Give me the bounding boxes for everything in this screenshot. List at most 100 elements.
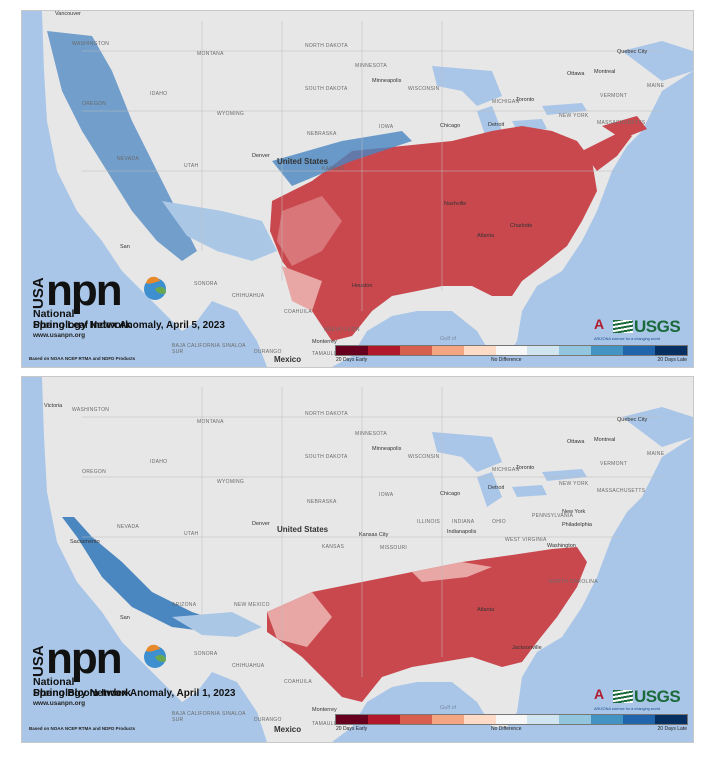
state-label: MICHIGAN — [492, 467, 520, 473]
logo-name-line-2: Phenology Network — [33, 319, 132, 332]
anomaly-legend: 20 Days Early No Difference 20 Days Late — [335, 345, 688, 367]
city-label: Chicago — [440, 491, 461, 497]
state-label: NEW YORK — [559, 481, 589, 487]
legend-swatch — [591, 715, 624, 724]
state-label: NEW MEXICO — [234, 602, 270, 608]
data-source-note: Based on NOAA NCEP RTMA and NDFD Product… — [29, 356, 136, 361]
legend-label-late: 20 Days Late — [657, 357, 687, 363]
legend-color-bar — [335, 714, 688, 725]
city-label: Toronto — [516, 97, 535, 103]
legend-label-early: 20 Days Early — [336, 357, 368, 363]
city-label: Quebec City — [617, 417, 648, 423]
state-label: IOWA — [379, 492, 394, 498]
logo-name-line-1: National — [33, 676, 75, 688]
arizona-tagline: ARIZONA science for a changing world — [594, 707, 660, 711]
arizona-logo-icon: A — [594, 316, 605, 332]
legend-labels: 20 Days Early No Difference 20 Days Late — [335, 725, 688, 734]
usgs-text: USGS — [634, 317, 681, 336]
state-label: NEVADA — [117, 156, 139, 162]
logo-name-line-2: Phenology Network — [33, 687, 132, 700]
state-label: IDAHO — [150, 459, 168, 465]
state-label: MONTANA — [197, 419, 224, 425]
legend-swatch — [495, 715, 528, 724]
legend-swatch — [399, 346, 432, 355]
city-label: Nashville — [444, 201, 467, 207]
city-label: Ottawa — [567, 439, 585, 445]
city-label: Victoria — [44, 403, 63, 409]
legend-swatch — [559, 346, 592, 355]
legend-swatch — [527, 715, 560, 724]
state-label: SINALOA — [222, 711, 246, 717]
city-label: Monterrey — [312, 339, 337, 345]
npn-leaf-icon — [144, 276, 166, 300]
legend-swatch — [623, 346, 656, 355]
state-label: WISCONSIN — [408, 86, 440, 92]
state-label: NORTH DAKOTA — [305, 43, 348, 49]
state-label: MASSACHUSETTS — [597, 120, 646, 126]
city-label: Philadelphia — [562, 522, 592, 528]
state-label: INDIANA — [452, 519, 475, 525]
state-label: OREGON — [82, 469, 107, 475]
country-label-us: United States — [277, 157, 329, 166]
city-label: San — [120, 244, 130, 250]
state-label: BAJA CALIFORNIA SUR — [172, 343, 220, 355]
state-label: MISSOURI — [380, 545, 408, 551]
state-label: WYOMING — [217, 479, 245, 485]
state-label: WASHINGTON — [72, 41, 110, 47]
city-label: Ottawa — [567, 71, 585, 77]
logo-network-name: National Phenology Network — [33, 676, 132, 700]
country-label-mx: Mexico — [274, 725, 302, 734]
city-label: Atlanta — [477, 607, 495, 613]
legend-swatch — [463, 346, 496, 355]
arizona-tagline: ARIZONA science for a changing world — [594, 337, 660, 341]
city-label: Charlotte — [510, 223, 533, 229]
city-label: Montreal — [594, 69, 616, 75]
state-label: SOUTH DAKOTA — [305, 86, 348, 92]
logo-name-line-1: National — [33, 308, 75, 320]
state-label: KANSAS — [322, 166, 345, 172]
state-label: UTAH — [184, 531, 199, 537]
city-label: Houston — [352, 283, 373, 289]
legend-swatch — [431, 346, 464, 355]
city-label: Vancouver — [55, 11, 81, 17]
logo-npn-text: npn — [46, 266, 123, 315]
state-label: ARIZONA — [172, 602, 197, 608]
city-label: Minneapolis — [372, 446, 402, 452]
city-label: Jacksonville — [512, 645, 542, 651]
data-source-note: Based on NOAA NCEP RTMA and NDFD Product… — [29, 726, 136, 731]
leaf-index-map: WASHINGTON MONTANA NORTH DAKOTA MINNESOT… — [21, 10, 694, 368]
state-label: TAMAULIPAS — [312, 351, 346, 357]
state-label: WISCONSIN — [408, 454, 440, 460]
usgs-logo: USGS — [613, 687, 681, 707]
legend-label-late: 20 Days Late — [657, 726, 687, 732]
state-label: MAINE — [647, 83, 665, 89]
state-label: MINNESOTA — [355, 63, 388, 69]
city-label: Gulf of — [440, 705, 457, 711]
state-label: NORTH CAROLINA — [549, 579, 598, 585]
state-label: COAHUILA — [284, 679, 312, 685]
state-label: WEST VIRGINIA — [505, 537, 547, 543]
state-label: CHIHUAHUA — [232, 663, 265, 669]
country-label-us: United States — [277, 525, 329, 534]
legend-swatch — [336, 346, 368, 355]
website-url: www.usanpn.org — [33, 700, 86, 707]
city-label: Montreal — [594, 437, 616, 443]
city-label: Denver — [252, 153, 270, 159]
state-label: MONTANA — [197, 51, 224, 57]
city-label: Quebec City — [617, 49, 648, 55]
state-label: IDAHO — [150, 91, 168, 97]
npn-leaf-icon — [144, 644, 166, 668]
city-label: New York — [562, 509, 586, 515]
legend-swatch — [367, 346, 400, 355]
bloom-index-map-canvas — [22, 377, 693, 742]
usgs-wave-icon — [613, 320, 633, 333]
leaf-index-map-canvas — [22, 11, 693, 367]
legend-label-neutral: No Difference — [491, 357, 522, 363]
city-label: Washington — [547, 543, 576, 549]
city-label: San — [120, 615, 130, 621]
legend-swatch — [655, 715, 687, 724]
legend-label-early: 20 Days Early — [336, 726, 368, 732]
city-label: Sacramento — [70, 539, 100, 545]
state-label: NORTH DAKOTA — [305, 411, 348, 417]
state-label: SONORA — [194, 281, 218, 287]
